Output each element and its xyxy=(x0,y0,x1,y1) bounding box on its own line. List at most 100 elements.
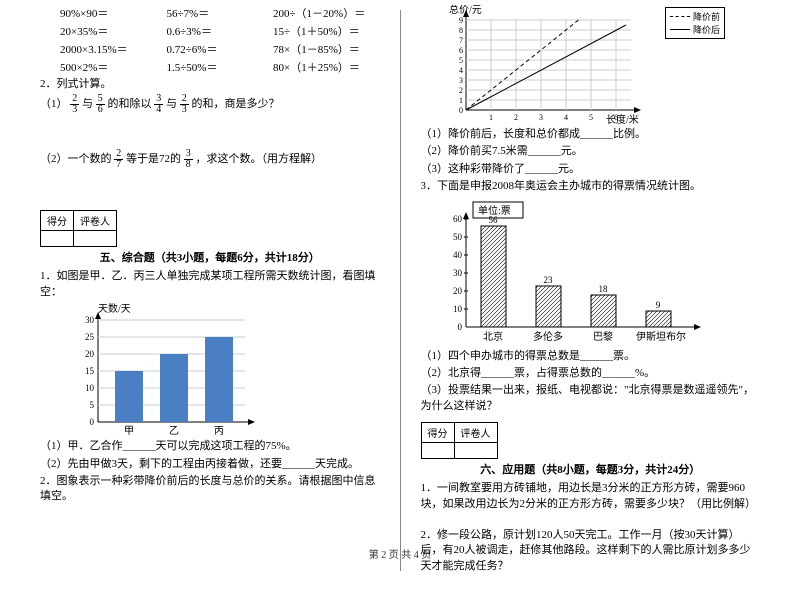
text: 等于是72的 xyxy=(126,153,181,165)
svg-text:北京: 北京 xyxy=(483,330,503,343)
eq-cell: 2000×3.15%＝ xyxy=(60,41,167,57)
eq-row: 2000×3.15%＝ 0.72÷6%＝ 78×（1－85%）＝ xyxy=(60,41,380,57)
page-footer: 第 2 页 共 4 页 xyxy=(0,546,800,561)
text: ，求这个数。（用方程解） xyxy=(196,153,323,165)
column-divider xyxy=(400,10,401,571)
svg-text:2: 2 xyxy=(514,113,518,122)
r2b: （2）降价前买7.5米需______元。 xyxy=(421,144,761,159)
text: 与 xyxy=(82,98,93,110)
svg-text:5: 5 xyxy=(459,56,463,65)
svg-text:4: 4 xyxy=(564,113,568,122)
solid-line-icon xyxy=(670,29,690,30)
svg-text:15: 15 xyxy=(85,366,95,376)
q2-label: 2．列式计算。 xyxy=(40,77,380,92)
svg-text:6: 6 xyxy=(459,46,463,55)
text: 的和，商是多少？ xyxy=(192,98,280,110)
eq-cell: 0.6÷3%＝ xyxy=(167,23,274,39)
svg-text:7: 7 xyxy=(459,36,463,45)
svg-text:丙: 丙 xyxy=(214,426,224,437)
svg-text:乙: 乙 xyxy=(169,425,179,437)
left-column: 90%×90＝ 56÷7%＝ 200÷（1－20%）＝ 20×35%＝ 0.6÷… xyxy=(40,5,380,576)
eq-row: 20×35%＝ 0.6÷3%＝ 15÷（1＋50%）＝ xyxy=(60,23,380,39)
eq-cell: 90%×90＝ xyxy=(60,5,167,21)
svg-text:50: 50 xyxy=(453,232,463,242)
fraction: 27 xyxy=(114,149,123,170)
svg-text:多伦多: 多伦多 xyxy=(533,330,563,343)
score-table: 得分 评卷人 xyxy=(40,210,117,247)
svg-text:0: 0 xyxy=(457,322,462,332)
eq-cell: 56÷7%＝ xyxy=(167,5,274,21)
svg-text:伊斯坦布尔: 伊斯坦布尔 xyxy=(636,330,686,343)
q5-1a: （1）甲．乙合作______天可以完成这项工程的75%。 xyxy=(40,439,380,454)
q2-1: （1） 23 与 56 的和除以 34 与 23 的和，商是多少？ xyxy=(40,94,380,115)
svg-text:10: 10 xyxy=(453,304,463,314)
eq-cell: 1.5÷50%＝ xyxy=(167,59,274,75)
eq-cell: 0.72÷6%＝ xyxy=(167,41,274,57)
line-chart-wrap: 降价前 降价后 总价/元 长度/米 0 123 456 789 xyxy=(441,5,761,125)
q5-1: 1．如图是甲．乙．丙三人单独完成某项工程所需天数统计图，看图填空： xyxy=(40,269,380,300)
section5-title: 五、综合题（共3小题，每题6分，共计18分） xyxy=(40,249,380,265)
score-header: 得分 xyxy=(421,423,454,443)
q3: 3．下面是申报2008年奥运会主办城市的得票情况统计图。 xyxy=(421,179,761,194)
fraction: 23 xyxy=(180,94,189,115)
fraction: 23 xyxy=(70,94,79,115)
q6-1: 1．一间教室要用方砖铺地，用边长是3分米的正方形方砖，需要960块，如果改用边长… xyxy=(421,481,761,512)
text: 与 xyxy=(166,98,177,110)
svg-text:甲: 甲 xyxy=(124,426,134,437)
q3c: （3）投票结果一出来，报纸、电视都说："北京得票是数遥遥领先"，为什么这样说？ xyxy=(421,383,761,414)
eq-cell: 15÷（1＋50%）＝ xyxy=(273,23,380,39)
eq-row: 500×2%＝ 1.5÷50%＝ 80×（1＋25%）＝ xyxy=(60,59,380,75)
svg-text:25: 25 xyxy=(85,332,95,342)
svg-text:天数/天: 天数/天 xyxy=(98,302,131,315)
svg-text:23: 23 xyxy=(543,275,553,285)
svg-text:3: 3 xyxy=(459,76,463,85)
svg-text:2: 2 xyxy=(459,86,463,95)
eq-cell: 200÷（1－20%）＝ xyxy=(273,5,380,21)
legend-label: 降价前 xyxy=(693,10,720,23)
q5-2: 2．图象表示一种彩带降价前后的长度与总价的关系。请根据图中信息填空。 xyxy=(40,474,380,505)
section6-title: 六、应用题（共8小题，每题3分，共计24分） xyxy=(421,461,761,477)
svg-text:40: 40 xyxy=(453,250,463,260)
svg-text:9: 9 xyxy=(655,300,660,310)
r2a: （1）降价前后，长度和总价都成______比例。 xyxy=(421,127,761,142)
q5-1b: （2）先由甲做3天，剩下的工程由丙接着做，还要______天完成。 xyxy=(40,457,380,472)
svg-text:3: 3 xyxy=(539,113,543,122)
svg-text:长度/米: 长度/米 xyxy=(606,113,639,125)
svg-text:0: 0 xyxy=(90,417,95,427)
svg-text:6: 6 xyxy=(614,113,618,122)
q2-2: （2）一个数的 27 等于是72的 38 ，求这个数。（用方程解） xyxy=(40,149,380,170)
bar-chart-days: 天数/天 0 5 10 15 20 25 30 甲 乙 丙 xyxy=(70,302,270,437)
svg-text:20: 20 xyxy=(85,349,95,359)
dashed-line-icon xyxy=(670,16,690,17)
svg-text:0: 0 xyxy=(459,106,463,115)
fraction: 34 xyxy=(154,94,163,115)
svg-text:20: 20 xyxy=(453,286,463,296)
svg-text:30: 30 xyxy=(453,268,463,278)
svg-text:8: 8 xyxy=(459,26,463,35)
svg-text:5: 5 xyxy=(90,400,95,410)
svg-text:1: 1 xyxy=(489,113,493,122)
text: （1） xyxy=(40,98,68,110)
svg-text:60: 60 xyxy=(453,214,463,224)
eq-cell: 20×35%＝ xyxy=(60,23,167,39)
svg-text:30: 30 xyxy=(85,315,95,325)
equations-block: 90%×90＝ 56÷7%＝ 200÷（1－20%）＝ 20×35%＝ 0.6÷… xyxy=(60,5,380,75)
svg-text:5: 5 xyxy=(589,113,593,122)
fraction: 38 xyxy=(184,149,193,170)
svg-text:18: 18 xyxy=(598,284,608,294)
score-table: 得分 评卷人 xyxy=(421,422,498,459)
reviewer-header: 评卷人 xyxy=(74,211,117,231)
reviewer-header: 评卷人 xyxy=(454,423,497,443)
eq-row: 90%×90＝ 56÷7%＝ 200÷（1－20%）＝ xyxy=(60,5,380,21)
right-column: 降价前 降价后 总价/元 长度/米 0 123 456 789 xyxy=(421,5,761,576)
eq-cell: 80×（1＋25%）＝ xyxy=(273,59,380,75)
svg-text:1: 1 xyxy=(459,96,463,105)
bar-chart-votes: 单位:票 0 10 20 30 40 50 60 56 23 xyxy=(431,197,711,347)
svg-text:巴黎: 巴黎 xyxy=(593,330,613,343)
eq-cell: 500×2%＝ xyxy=(60,59,167,75)
q3b: （2）北京得______票，占得票总数的______%。 xyxy=(421,366,761,381)
legend-label: 降价后 xyxy=(693,23,720,36)
svg-text:10: 10 xyxy=(85,383,95,393)
eq-cell: 78×（1－85%）＝ xyxy=(273,41,380,57)
q3a: （1）四个申办城市的得票总数是______票。 xyxy=(421,349,761,364)
